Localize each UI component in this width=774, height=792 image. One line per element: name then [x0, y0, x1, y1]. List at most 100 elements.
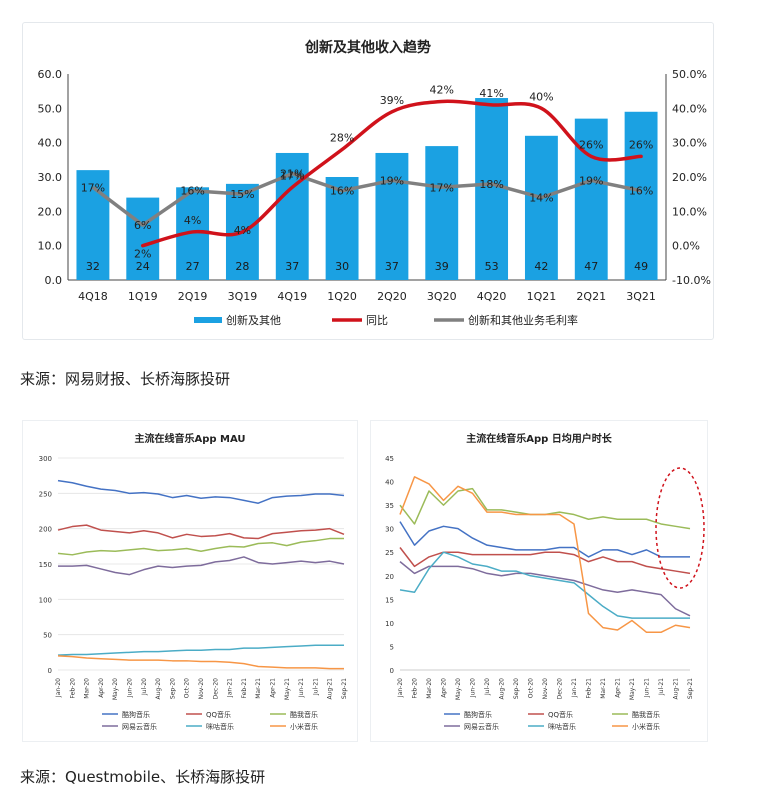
chart3-y-tick: 15	[385, 596, 394, 604]
chart2-y-tick: 100	[39, 596, 52, 604]
chart1-margin-label: 6%	[134, 219, 151, 232]
chart1-y-left-tick: 10.0	[38, 240, 63, 253]
chart1-bar-label: 28	[235, 260, 249, 273]
chart2-y-tick: 250	[39, 490, 52, 498]
chart3-x-tick: Jul-21	[658, 678, 665, 696]
chart1-bar-label: 39	[435, 260, 449, 273]
chart1-margin-label: 19%	[380, 174, 404, 187]
chart1-bar-label: 32	[86, 260, 100, 273]
chart2-x-tick: Apr-20	[98, 678, 105, 698]
chart1-x-tick: 1Q19	[128, 290, 158, 303]
chart3-x-tick: Jun-21	[644, 678, 651, 698]
chart3-series-line	[399, 487, 691, 530]
chart2-title: 主流在线音乐App MAU	[134, 432, 245, 445]
chart2-x-tick: Aug-20	[155, 678, 162, 700]
chart1-legend-swatch	[194, 317, 222, 323]
chart3-x-tick: Sep-21	[687, 678, 694, 699]
chart1-margin-label: 21%	[280, 168, 304, 181]
chart3-x-tick: Jan-21	[571, 678, 578, 698]
chart3-x-tick: Oct-20	[528, 678, 535, 698]
chart3-x-tick: Feb-20	[412, 678, 419, 699]
chart2-legend-label: 咪咕音乐	[206, 722, 234, 731]
chart2-series-line	[57, 655, 344, 670]
chart2-y-tick: 50	[43, 632, 52, 640]
chart1-bar-label: 27	[186, 260, 200, 273]
chart1-bar	[524, 135, 558, 280]
chart2-x-tick: May-20	[112, 678, 119, 700]
chart2-legend-label: 小米音乐	[290, 722, 318, 731]
chart1-legend-label: 创新及其他	[226, 313, 281, 327]
chart1-bar	[375, 152, 409, 280]
chart3-highlight-ellipse	[655, 467, 705, 589]
chart3-series-line	[399, 476, 691, 634]
chart3-y-tick: 45	[385, 455, 394, 463]
chart2-legend-label: 网易云音乐	[122, 722, 157, 731]
chart2-x-tick: Apr-21	[270, 678, 277, 698]
chart3-x-tick: Aug-21	[673, 678, 680, 700]
chart3-x-tick: Nov-20	[542, 678, 549, 700]
usage-time-chart-panel: 主流在线音乐App 日均用户时长 0 5 10 15 20 25 30 35 40 45 Jan-20…	[370, 420, 708, 742]
chart3-x-tick: Apr-20	[441, 678, 448, 698]
chart1-yoy-label: 26%	[629, 138, 653, 151]
chart3-x-tick: Jan-20	[397, 678, 404, 698]
chart1-margin-label: 18%	[479, 178, 503, 191]
chart1-y-right-tick: 10.0%	[672, 205, 707, 218]
chart2-legend-label: 酷狗音乐	[122, 710, 150, 719]
chart1-bar-label: 53	[485, 260, 499, 273]
revenue-trend-chart: 创新及其他收入趋势 0.0 10.0 20.0 30.0 40.0 50.0 60.0 -10.…	[38, 39, 711, 327]
chart1-x-tick: 3Q19	[228, 290, 258, 303]
chart1-yoy-label: 28%	[330, 132, 354, 145]
chart2-x-tick: Mar-21	[255, 678, 262, 699]
chart1-y-right-tick: 40.0%	[672, 102, 707, 115]
chart3-y-tick: 10	[385, 620, 394, 628]
chart1-x-tick: 2Q19	[178, 290, 208, 303]
chart3-title: 主流在线音乐App 日均用户时长	[466, 432, 613, 445]
chart1-margin-label: 17%	[81, 181, 105, 194]
chart3-x-tick: May-21	[629, 678, 636, 700]
chart1-yoy-label: 42%	[430, 83, 454, 96]
chart2-series-line	[57, 644, 344, 656]
chart1-bar-label: 47	[584, 260, 598, 273]
chart1-margin-line	[91, 171, 642, 227]
chart1-legend-label: 创新和其他业务毛利率	[468, 313, 578, 327]
chart1-bar	[475, 98, 509, 281]
chart1-y-left-tick: 50.0	[38, 102, 63, 115]
chart1-x-tick: 3Q21	[626, 290, 656, 303]
chart2-series-line	[57, 537, 344, 556]
chart1-yoy-label: 2%	[134, 248, 151, 261]
chart1-margin-label: 17%	[430, 181, 454, 194]
chart2-x-tick: Dec-20	[212, 678, 219, 700]
chart2-source: 来源：Questmobile、长桥海豚投研	[20, 768, 266, 786]
chart1-yoy-line	[141, 99, 643, 248]
chart1-x-tick: 4Q20	[477, 290, 507, 303]
chart3-x-tick: May-20	[455, 678, 462, 700]
chart1-y-left-tick: 20.0	[38, 205, 63, 218]
chart2-x-tick: Feb-20	[69, 678, 76, 699]
chart1-bar-label: 24	[136, 260, 150, 273]
chart1-margin-label: 15%	[230, 188, 254, 201]
chart1-bar	[126, 197, 160, 280]
chart2-x-tick: Jun-21	[298, 678, 305, 698]
chart3-legend-label: 咪咕音乐	[548, 722, 576, 731]
chart1-margin-label: 14%	[529, 192, 553, 205]
chart2-series-line	[57, 479, 345, 504]
chart3-x-tick: Mar-20	[426, 678, 433, 699]
chart3-y-tick: 0	[390, 667, 394, 675]
chart1-margin-label: 19%	[579, 174, 603, 187]
chart1-y-left-tick: 0.0	[45, 274, 63, 287]
chart1-bar-label: 37	[285, 260, 299, 273]
usage-time-chart: 主流在线音乐App 日均用户时长 0 5 10 15 20 25 30 35 40 45 Jan-20…	[385, 432, 705, 731]
chart1-x-tick: 1Q20	[327, 290, 357, 303]
chart2-x-tick: Nov-20	[198, 678, 205, 700]
chart1-yoy-label: 4%	[234, 224, 251, 237]
chart1-x-tick: 4Q19	[277, 290, 307, 303]
chart3-y-tick: 30	[385, 526, 394, 534]
chart3-x-tick: Sep-20	[513, 678, 520, 699]
chart1-yoy-label: 40%	[529, 90, 553, 103]
chart2-x-tick: Oct-20	[184, 678, 191, 698]
chart2-x-tick: Mar-20	[84, 678, 91, 699]
mau-chart-panel: 主流在线音乐App MAU 0 50 100 150 200 250 300 Jan-20 Feb…	[22, 420, 358, 742]
chart2-x-tick: Jul-21	[312, 678, 319, 696]
chart1-bar-label: 37	[385, 260, 399, 273]
chart1-bar-label: 42	[534, 260, 548, 273]
